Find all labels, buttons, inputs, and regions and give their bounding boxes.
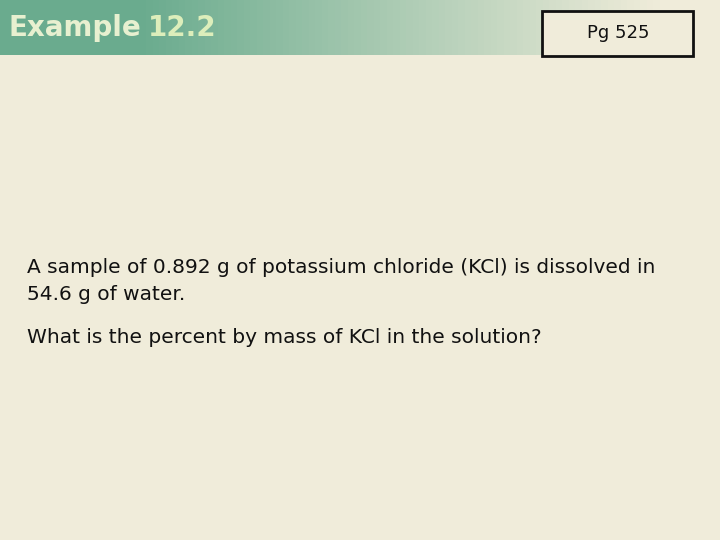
Bar xyxy=(432,0,439,55)
Bar xyxy=(250,0,257,55)
Bar xyxy=(653,0,660,55)
Bar xyxy=(595,0,602,55)
Bar xyxy=(621,0,628,55)
Bar xyxy=(426,0,433,55)
Bar xyxy=(341,0,348,55)
Bar xyxy=(484,0,491,55)
Bar xyxy=(243,0,251,55)
FancyBboxPatch shape xyxy=(542,11,693,56)
Text: 54.6 g of water.: 54.6 g of water. xyxy=(27,285,186,304)
Bar xyxy=(146,0,153,55)
Bar xyxy=(451,0,459,55)
Bar xyxy=(380,0,387,55)
Bar xyxy=(322,0,329,55)
Bar xyxy=(413,0,420,55)
Bar xyxy=(263,0,271,55)
Text: A sample of 0.892 g of potassium chloride (KCl) is dissolved in: A sample of 0.892 g of potassium chlorid… xyxy=(27,258,656,277)
Bar xyxy=(374,0,381,55)
Bar xyxy=(230,0,238,55)
Bar xyxy=(516,0,523,55)
Bar xyxy=(614,0,621,55)
Bar xyxy=(582,0,589,55)
Bar xyxy=(185,0,192,55)
Bar xyxy=(302,0,310,55)
Bar xyxy=(204,0,212,55)
Bar xyxy=(179,0,186,55)
Bar xyxy=(400,0,407,55)
Bar xyxy=(361,0,368,55)
Bar xyxy=(328,0,336,55)
Bar xyxy=(309,0,316,55)
Bar xyxy=(471,0,478,55)
Bar xyxy=(562,0,570,55)
Bar xyxy=(634,0,641,55)
Bar xyxy=(276,0,284,55)
Bar xyxy=(224,0,231,55)
Bar xyxy=(464,0,472,55)
Bar xyxy=(419,0,426,55)
Bar xyxy=(438,0,446,55)
Bar xyxy=(153,0,160,55)
Bar xyxy=(354,0,361,55)
Bar xyxy=(536,0,544,55)
Text: Example: Example xyxy=(9,14,141,42)
Bar xyxy=(406,0,413,55)
Bar xyxy=(510,0,517,55)
Bar xyxy=(588,0,595,55)
Bar xyxy=(269,0,277,55)
Bar xyxy=(445,0,452,55)
Bar xyxy=(172,0,179,55)
Bar xyxy=(647,0,654,55)
Bar xyxy=(0,0,140,55)
Bar xyxy=(458,0,465,55)
Bar xyxy=(140,0,147,55)
Bar xyxy=(608,0,615,55)
Bar xyxy=(315,0,323,55)
Bar xyxy=(503,0,510,55)
Bar xyxy=(367,0,374,55)
Bar xyxy=(393,0,400,55)
Bar xyxy=(335,0,342,55)
Bar xyxy=(387,0,394,55)
Bar xyxy=(601,0,608,55)
Bar xyxy=(490,0,498,55)
Bar xyxy=(477,0,485,55)
Bar xyxy=(575,0,582,55)
Bar xyxy=(296,0,303,55)
Bar xyxy=(523,0,530,55)
Bar xyxy=(530,0,537,55)
Bar xyxy=(166,0,173,55)
Bar xyxy=(348,0,355,55)
Bar xyxy=(497,0,504,55)
Text: 12.2: 12.2 xyxy=(148,14,217,42)
Bar xyxy=(289,0,297,55)
Bar xyxy=(640,0,647,55)
Bar xyxy=(556,0,563,55)
Bar xyxy=(217,0,225,55)
Bar xyxy=(569,0,576,55)
Bar xyxy=(159,0,166,55)
Text: What is the percent by mass of KCl in the solution?: What is the percent by mass of KCl in th… xyxy=(27,328,542,347)
Bar xyxy=(543,0,550,55)
Bar xyxy=(256,0,264,55)
Bar xyxy=(549,0,557,55)
Bar xyxy=(237,0,244,55)
Text: Pg 525: Pg 525 xyxy=(587,24,649,43)
Bar xyxy=(627,0,634,55)
Bar xyxy=(283,0,290,55)
Bar xyxy=(192,0,199,55)
Bar xyxy=(198,0,205,55)
Bar xyxy=(211,0,218,55)
